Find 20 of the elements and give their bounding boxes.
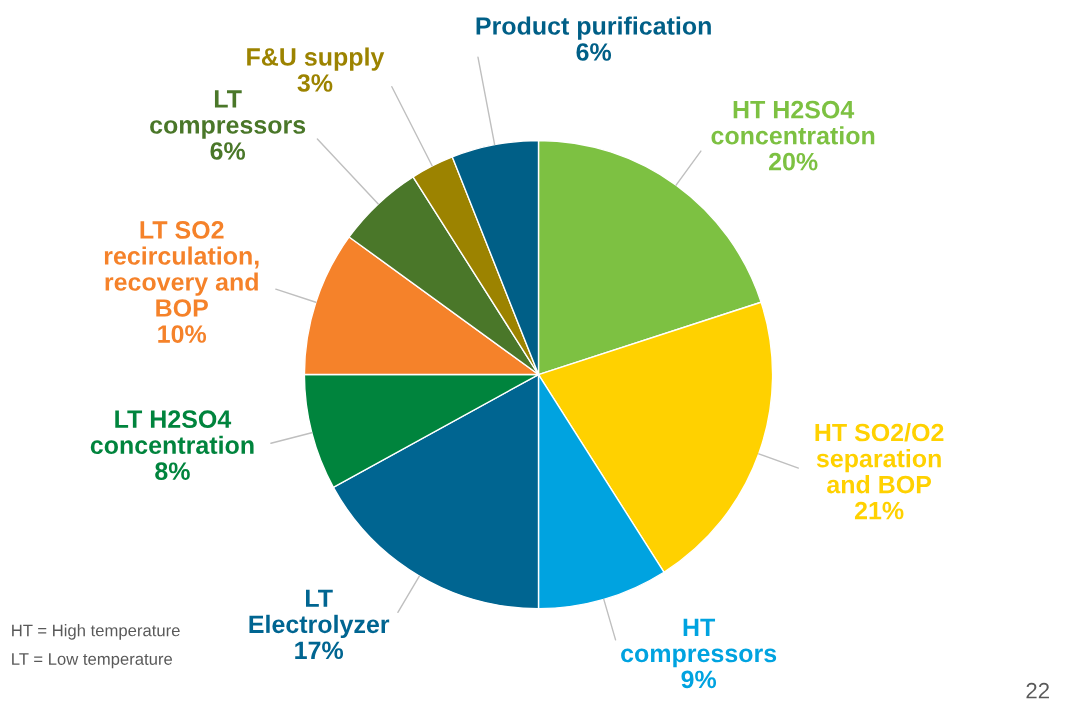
slice-label: LT SO2 recirculation, recovery and BOP xyxy=(104,221,259,317)
data-label: 17% xyxy=(295,641,344,660)
slice-label: LT H2SO4 concentration xyxy=(90,410,254,455)
data-label: 3% xyxy=(297,74,333,92)
data-label: 21% xyxy=(854,501,904,520)
text: 22 xyxy=(1026,682,1049,699)
text: HT = High temperature xyxy=(12,624,180,640)
data-label: 6% xyxy=(210,142,246,160)
slice-label: HT H2SO4 concentration xyxy=(711,100,875,145)
data-label: 20% xyxy=(768,152,818,171)
slice-label: HT compressors xyxy=(621,618,777,668)
slice-label: HT SO2/O2 separation and BOP xyxy=(815,422,944,494)
text: LT = Low temperature xyxy=(12,653,173,669)
slice-label: F&U supply xyxy=(247,47,385,71)
data-label: 9% xyxy=(681,670,717,689)
data-label: 6% xyxy=(576,43,612,61)
data-label: 10% xyxy=(158,325,207,343)
slice-label: Product purification xyxy=(476,16,711,40)
data-label: 8% xyxy=(155,462,190,481)
slice-label: LT Electrolyzer xyxy=(249,589,390,639)
